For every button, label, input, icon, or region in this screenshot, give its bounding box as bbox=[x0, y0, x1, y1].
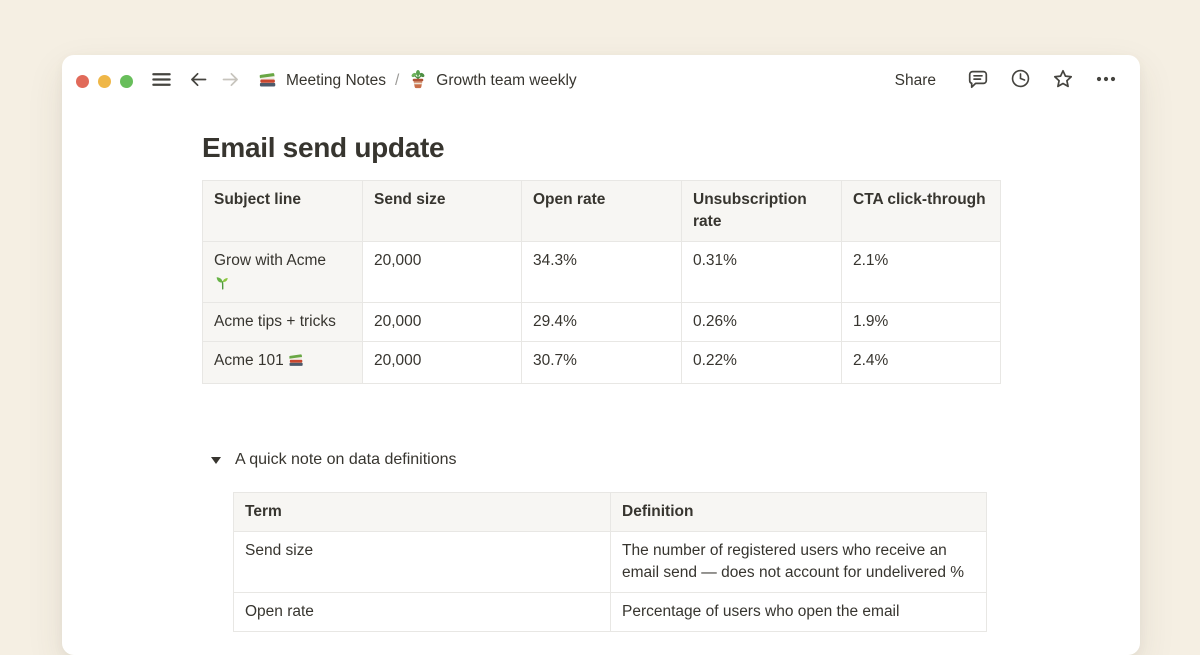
updates-button[interactable] bbox=[1009, 67, 1032, 95]
column-header-open-rate[interactable]: Open rate bbox=[521, 180, 682, 242]
cell-unsubscription-rate[interactable]: 0.26% bbox=[681, 302, 842, 342]
cell-open-rate[interactable]: 30.7% bbox=[521, 341, 682, 384]
breadcrumb-item-meeting-notes[interactable]: Meeting Notes bbox=[257, 68, 386, 94]
breadcrumb-item-growth-team-weekly[interactable]: Growth team weekly bbox=[408, 69, 577, 94]
definitions-table: Term Definition Send size The number of … bbox=[233, 492, 987, 632]
table-row: Acme tips + tricks 20,000 29.4% 0.26% 1.… bbox=[202, 302, 1001, 342]
cell-send-size[interactable]: 20,000 bbox=[362, 302, 522, 342]
column-header-send-size[interactable]: Send size bbox=[362, 180, 522, 242]
breadcrumb-separator: / bbox=[394, 72, 400, 89]
seedling-icon bbox=[214, 272, 351, 294]
minimize-window-button[interactable] bbox=[98, 74, 111, 88]
close-window-button[interactable] bbox=[76, 74, 89, 88]
cell-term[interactable]: Send size bbox=[233, 531, 611, 593]
cell-cta-click-through[interactable]: 2.4% bbox=[841, 341, 1001, 384]
toggle-collapse-button[interactable] bbox=[204, 448, 228, 472]
canvas: { "colors": { "canvas_background": "#F5E… bbox=[62, 55, 1140, 655]
books-icon bbox=[257, 68, 278, 94]
favorite-button[interactable] bbox=[1051, 67, 1075, 96]
window-controls bbox=[76, 74, 133, 88]
star-icon bbox=[1051, 67, 1075, 96]
titlebar-actions: Share bbox=[891, 67, 1118, 96]
cell-definition[interactable]: Percentage of users who open the email bbox=[610, 592, 987, 632]
comments-button[interactable] bbox=[966, 67, 990, 96]
cell-subject-line[interactable]: Acme tips + tricks bbox=[202, 302, 363, 342]
column-header-subject-line[interactable]: Subject line bbox=[202, 180, 363, 242]
titlebar: Meeting Notes / Growth team weekly bbox=[62, 55, 1140, 107]
comment-bubble-icon bbox=[966, 67, 990, 96]
breadcrumb-label: Growth team weekly bbox=[436, 72, 577, 89]
page-content: Email send update Subject line Send size… bbox=[62, 107, 1002, 632]
more-options-button[interactable] bbox=[1094, 67, 1118, 96]
cell-subject-line[interactable]: Acme 101 bbox=[202, 341, 363, 384]
arrow-left-icon bbox=[188, 69, 209, 93]
breadcrumb: Meeting Notes / Growth team weekly bbox=[257, 68, 577, 94]
column-header-term[interactable]: Term bbox=[233, 492, 611, 532]
cell-send-size[interactable]: 20,000 bbox=[362, 241, 522, 303]
toggle-triangle-icon bbox=[211, 456, 221, 464]
cell-unsubscription-rate[interactable]: 0.31% bbox=[681, 241, 842, 303]
forward-button[interactable] bbox=[220, 69, 241, 93]
cell-term[interactable]: Open rate bbox=[233, 592, 611, 632]
email-metrics-table: Subject line Send size Open rate Unsubsc… bbox=[202, 180, 1001, 384]
cell-cta-click-through[interactable]: 2.1% bbox=[841, 241, 1001, 303]
column-header-cta-click-through[interactable]: CTA click-through bbox=[841, 180, 1001, 242]
share-button[interactable]: Share bbox=[891, 70, 940, 92]
clock-icon bbox=[1009, 67, 1032, 95]
table-row: Acme 101 20,0 bbox=[202, 341, 1001, 384]
cell-subject-line[interactable]: Grow with Acme bbox=[202, 241, 363, 303]
arrow-right-icon bbox=[220, 69, 241, 93]
cell-open-rate[interactable]: 34.3% bbox=[521, 241, 682, 303]
cell-open-rate[interactable]: 29.4% bbox=[521, 302, 682, 342]
table-header-row: Subject line Send size Open rate Unsubsc… bbox=[202, 180, 1001, 242]
breadcrumb-label: Meeting Notes bbox=[286, 72, 386, 89]
table-row: Open rate Percentage of users who open t… bbox=[233, 592, 987, 632]
table-row: Send size The number of registered users… bbox=[233, 531, 987, 593]
zoom-window-button[interactable] bbox=[120, 74, 133, 88]
back-button[interactable] bbox=[188, 69, 209, 93]
page-title[interactable]: Email send update bbox=[202, 132, 445, 163]
table-header-row: Term Definition bbox=[233, 492, 987, 532]
column-header-unsubscription-rate[interactable]: Unsubscription rate bbox=[681, 180, 842, 242]
cell-unsubscription-rate[interactable]: 0.22% bbox=[681, 341, 842, 384]
cell-definition[interactable]: The number of registered users who recei… bbox=[610, 531, 987, 593]
cell-send-size[interactable]: 20,000 bbox=[362, 341, 522, 384]
table-row: Grow with Acme 20,000 34.3% 0.31% 2.1% bbox=[202, 241, 1001, 303]
ellipsis-icon bbox=[1094, 67, 1118, 96]
books-icon bbox=[287, 350, 305, 375]
app-window: Meeting Notes / Growth team weekly bbox=[62, 55, 1140, 655]
toggle-label[interactable]: A quick note on data definitions bbox=[235, 451, 457, 468]
hamburger-icon bbox=[150, 68, 173, 94]
potted-plant-icon bbox=[408, 69, 428, 94]
toggle-block: A quick note on data definitions bbox=[202, 448, 1002, 472]
sidebar-toggle-button[interactable] bbox=[150, 68, 173, 94]
column-header-definition[interactable]: Definition bbox=[610, 492, 987, 532]
cell-cta-click-through[interactable]: 1.9% bbox=[841, 302, 1001, 342]
